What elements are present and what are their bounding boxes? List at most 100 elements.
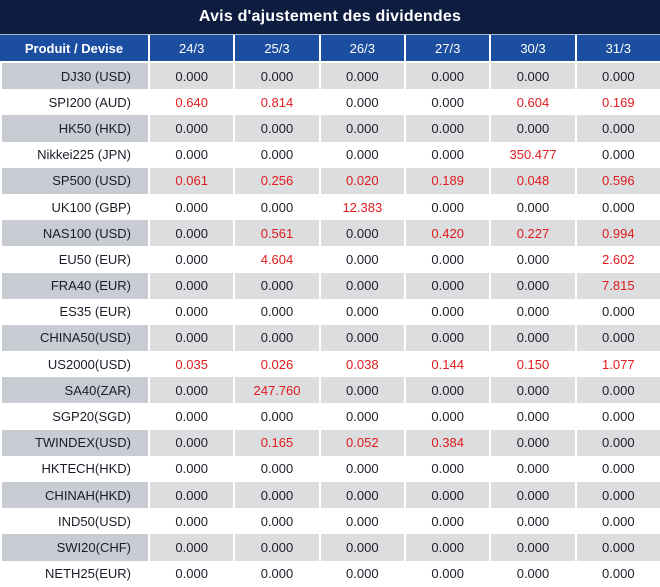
value-cell: 0.000 [404,403,489,430]
value-cell: 0.256 [233,167,319,194]
value-cell: 0.000 [574,324,660,352]
value-cell: 0.000 [574,403,660,430]
value-cell: 0.000 [404,298,489,325]
table-row: IND50(USD) 0.000 0.000 0.000 0.000 0.000 0.00… [0,508,660,535]
value-cell: 0.000 [148,246,233,273]
value-cell: 0.000 [404,272,490,299]
value-cell: 0.000 [148,220,234,247]
value-cell: 0.000 [233,482,319,509]
value-cell: 0.000 [404,193,489,221]
value-cell: 0.000 [233,403,318,430]
value-cell: 0.000 [318,508,404,535]
value-cell: 0.000 [148,115,234,142]
value-cell: 0.000 [489,429,575,456]
value-cell: 0.000 [574,508,660,535]
value-cell: 0.000 [404,508,489,535]
table-row: DJ30 (USD) 0.000 0.000 0.000 0.000 0.000 0.00… [0,63,660,90]
value-cell: 0.000 [318,482,404,509]
value-cell: 2.602 [574,246,660,273]
product-cell: SPI200 (AUD) [0,89,148,116]
value-cell: 0.165 [233,429,319,456]
value-cell: 0.026 [233,351,318,378]
product-cell: ES35 (EUR) [0,298,148,325]
value-cell: 0.000 [404,324,490,352]
value-cell: 0.000 [318,89,404,116]
value-cell: 0.000 [574,298,660,325]
value-cell: 0.000 [233,298,318,325]
value-cell: 0.000 [233,560,318,587]
value-cell: 0.000 [489,193,574,221]
value-cell: 0.000 [148,141,233,168]
date-column-header: 30/3 [489,35,574,61]
table-row: Nikkei225 (JPN) 0.000 0.000 0.000 0.000 350.… [0,141,660,168]
product-cell: SP500 (USD) [0,167,148,194]
product-cell: Nikkei225 (JPN) [0,141,148,168]
product-cell: SA40(ZAR) [0,377,148,404]
value-cell: 0.000 [318,298,404,325]
table-row: ES35 (EUR) 0.000 0.000 0.000 0.000 0.000 0.00… [0,298,660,325]
value-cell: 0.000 [489,455,574,482]
value-cell: 0.000 [233,63,319,90]
value-cell: 0.035 [148,351,233,378]
value-cell: 7.815 [574,272,660,299]
value-cell: 0.000 [318,220,404,247]
product-cell: EU50 (EUR) [0,246,148,273]
product-cell: CHINAH(HKD) [0,482,148,509]
value-cell: 0.000 [574,560,660,587]
date-column-header: 26/3 [318,35,404,61]
value-cell: 0.000 [148,403,233,430]
value-cell: 0.000 [233,115,319,142]
product-cell: NETH25(EUR) [0,560,148,587]
value-cell: 0.189 [404,167,490,194]
product-column-header: Produit / Devise [24,40,124,56]
table-row: UK100 (GBP) 0.000 0.000 12.383 0.000 0.000 0.… [0,193,660,221]
value-cell: 0.000 [318,455,404,482]
value-cell: 0.000 [404,89,489,116]
table-header: Produit / Devise 24/3 25/3 26/3 27/3 30/… [0,35,660,63]
table-row: US2000(USD) 0.035 0.026 0.038 0.144 0.150 1.0… [0,351,660,378]
date-column-header: 25/3 [233,35,318,61]
value-cell: 4.604 [233,246,318,273]
value-cell: 0.000 [489,482,575,509]
value-cell: 0.000 [574,482,660,509]
value-cell: 0.000 [148,482,234,509]
value-cell: 0.000 [489,246,574,273]
product-cell: NAS100 (USD) [0,220,148,247]
value-cell: 0.000 [489,403,574,430]
value-cell: 0.000 [148,560,233,587]
value-cell: 0.000 [318,324,404,352]
value-cell: 0.000 [574,63,660,90]
table-row: CHINA50(USD) 0.000 0.000 0.000 0.000 0.000 0.… [0,324,660,352]
value-cell: 0.227 [489,220,575,247]
value-cell: 0.000 [318,63,404,90]
value-cell: 0.000 [574,115,660,142]
value-cell: 0.000 [404,115,490,142]
value-cell: 0.000 [404,482,490,509]
value-cell: 0.000 [489,63,575,90]
value-cell: 0.000 [318,115,404,142]
product-cell: IND50(USD) [0,508,148,535]
value-cell: 0.000 [404,455,489,482]
value-cell: 0.000 [404,141,489,168]
value-cell: 350.477 [489,141,574,168]
value-cell: 0.000 [404,246,489,273]
value-cell: 0.000 [148,534,234,561]
value-cell: 0.000 [233,193,318,221]
value-cell: 12.383 [318,193,404,221]
table-row: EU50 (EUR) 0.000 4.604 0.000 0.000 0.000 2.60… [0,246,660,273]
value-cell: 0.169 [574,89,660,116]
value-cell: 0.000 [318,403,404,430]
value-cell: 0.000 [489,324,575,352]
table-row: SP500 (USD) 0.061 0.256 0.020 0.189 0.048 0.5… [0,167,660,194]
date-column-header: 31/3 [574,35,660,61]
table-row: SWI20(CHF) 0.000 0.000 0.000 0.000 0.000 0.00… [0,534,660,561]
value-cell: 0.604 [489,89,574,116]
value-cell: 0.000 [489,272,575,299]
value-cell: 0.000 [489,560,574,587]
value-cell: 0.000 [318,272,404,299]
value-cell: 0.020 [318,167,404,194]
table-row: TWINDEX(USD) 0.000 0.165 0.052 0.384 0.000 0.… [0,429,660,456]
value-cell: 0.000 [318,560,404,587]
value-cell: 0.000 [574,429,660,456]
value-cell: 0.000 [489,508,574,535]
